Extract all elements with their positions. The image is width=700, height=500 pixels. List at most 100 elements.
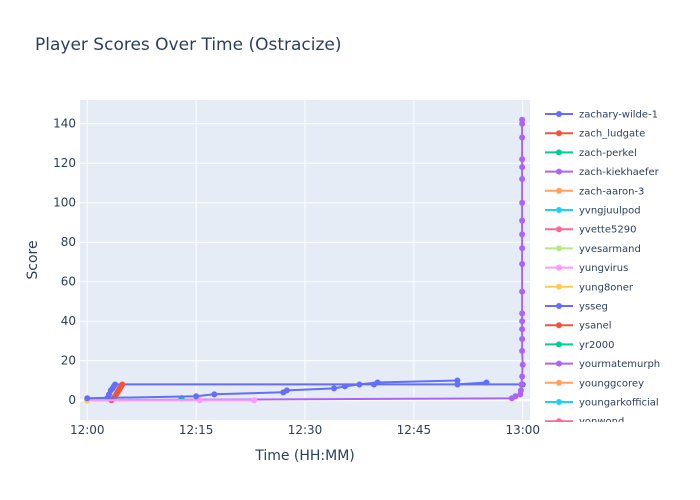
data-point (519, 260, 526, 267)
data-point (483, 379, 490, 386)
data-point (519, 231, 526, 238)
legend-label: zach_ludgate (579, 129, 645, 140)
y-tick-label: 0 (68, 393, 76, 407)
legend-marker-icon (556, 111, 562, 117)
ticks: 0 20 40 60 80 100 120 140 12:00 12:15 12:30 12:45 13… (53, 117, 540, 437)
legend-item-zach_ludgate[interactable]: zach_ludgate (545, 129, 645, 140)
legend-marker-icon (556, 264, 562, 271)
legend-marker-icon (556, 187, 562, 194)
y-tick-label: 20 (61, 354, 76, 368)
x-axis-title: Time (HH:MM) (254, 448, 355, 464)
legend-marker-icon (556, 418, 562, 422)
data-point (517, 387, 524, 394)
legend-label: yungvirus (579, 263, 628, 274)
x-tick-label: 12:30 (288, 423, 323, 437)
series-zach-kiekhaefer (84, 116, 526, 404)
legend-marker-icon (556, 341, 562, 348)
x-tick-label: 12:00 (70, 423, 105, 437)
data-point (519, 164, 526, 171)
legend-label: yonwond (579, 417, 624, 428)
legend-marker-icon (556, 130, 562, 137)
data-point (356, 381, 363, 388)
data-point (518, 381, 525, 388)
data-point (519, 199, 526, 206)
y-tick-label: 80 (61, 235, 76, 249)
legend-label: yvngjuulpod (579, 206, 641, 217)
legend-item-zach-perkel[interactable]: zach-perkel (545, 148, 637, 159)
y-tick-label: 40 (61, 314, 76, 328)
data-point (119, 381, 126, 388)
data-point (519, 336, 526, 343)
legend-item-zach-kiekhaefer[interactable]: zach-kiekhaefer (545, 167, 660, 178)
data-point (112, 381, 119, 388)
legend-item-zachary-wilde-1[interactable]: zachary-wilde-1 (545, 110, 658, 121)
legend-item-ysanel[interactable]: ysanel (545, 321, 612, 332)
x-tick-label: 12:45 (397, 423, 432, 437)
legend-label: yvesarmand (579, 244, 641, 255)
legend-item-yourmatemurph[interactable]: yourmatemurph (545, 359, 660, 370)
legend-label: zach-perkel (579, 148, 637, 159)
data-point (84, 395, 91, 402)
data-point (519, 326, 526, 333)
legend-item-yvette5290[interactable]: yvette5290 (545, 225, 636, 236)
legend-label: zach-aaron-3 (579, 186, 644, 197)
legend-marker-icon (556, 303, 562, 309)
legend-marker-icon (556, 245, 562, 252)
data-point (519, 361, 526, 368)
legend-label: yvette5290 (579, 225, 636, 236)
y-axis-title: Score (25, 240, 41, 279)
legend-marker-icon (556, 226, 562, 233)
legend-item-yung8oner[interactable]: yung8oner (545, 282, 634, 293)
legend-label: youngarkofficial (579, 398, 659, 409)
data-point (519, 245, 526, 252)
data-point (519, 176, 526, 183)
y-tick-label: 60 (61, 275, 76, 289)
y-tick-label: 100 (53, 196, 76, 210)
data-point (519, 217, 526, 224)
legend-label: yourmatemurph (579, 359, 660, 370)
legend-label: zach-kiekhaefer (579, 167, 660, 178)
legend-label: zachary-wilde-1 (579, 110, 658, 121)
legend-item-yungvirus[interactable]: yungvirus (545, 263, 628, 274)
legend-marker-icon (556, 149, 562, 156)
legend-label: yung8oner (579, 282, 634, 293)
legend-item-yonwond[interactable]: yonwond (545, 417, 624, 428)
legend-item-zach-aaron-3[interactable]: zach-aaron-3 (545, 186, 644, 197)
legend-label: ysanel (579, 321, 612, 332)
x-tick-label: 12:15 (179, 423, 214, 437)
legend-marker-icon (556, 360, 562, 367)
data-point (374, 379, 381, 386)
legend-item-yr2000[interactable]: yr2000 (545, 340, 614, 351)
chart-title: Player Scores Over Time (Ostracize) (35, 35, 342, 55)
data-point (251, 397, 258, 404)
data-point (193, 393, 200, 400)
y-tick-label: 140 (53, 117, 76, 131)
data-point (519, 288, 526, 295)
legend-marker-icon (556, 207, 562, 213)
grid (80, 100, 530, 420)
legend-item-youngarkofficial[interactable]: youngarkofficial (545, 398, 659, 409)
data-point (196, 397, 203, 404)
data-point (519, 310, 526, 317)
legend-item-yvngjuulpod[interactable]: yvngjuulpod (545, 206, 641, 217)
data-point (331, 385, 338, 392)
legend[interactable]: zachary-wilde-1 zach_ludgate zach-perkel za… (545, 110, 660, 428)
legend-item-younggcorey[interactable]: younggcorey (545, 378, 644, 389)
legend-item-ysseg[interactable]: ysseg (545, 302, 608, 313)
legend-label: ysseg (579, 302, 608, 313)
data-point (454, 381, 461, 388)
data-point (519, 347, 526, 354)
legend-marker-icon (556, 322, 562, 329)
legend-marker-icon (556, 399, 562, 405)
data-point (283, 387, 290, 394)
data-point (512, 393, 519, 400)
legend-item-yvesarmand[interactable]: yvesarmand (545, 244, 641, 255)
data-point (519, 373, 526, 380)
data-point (519, 318, 526, 325)
legend-marker-icon (556, 283, 562, 290)
legend-marker-icon (556, 379, 562, 386)
series-layer (84, 116, 526, 404)
series-ysseg (84, 377, 490, 402)
legend-label: yr2000 (579, 340, 614, 351)
